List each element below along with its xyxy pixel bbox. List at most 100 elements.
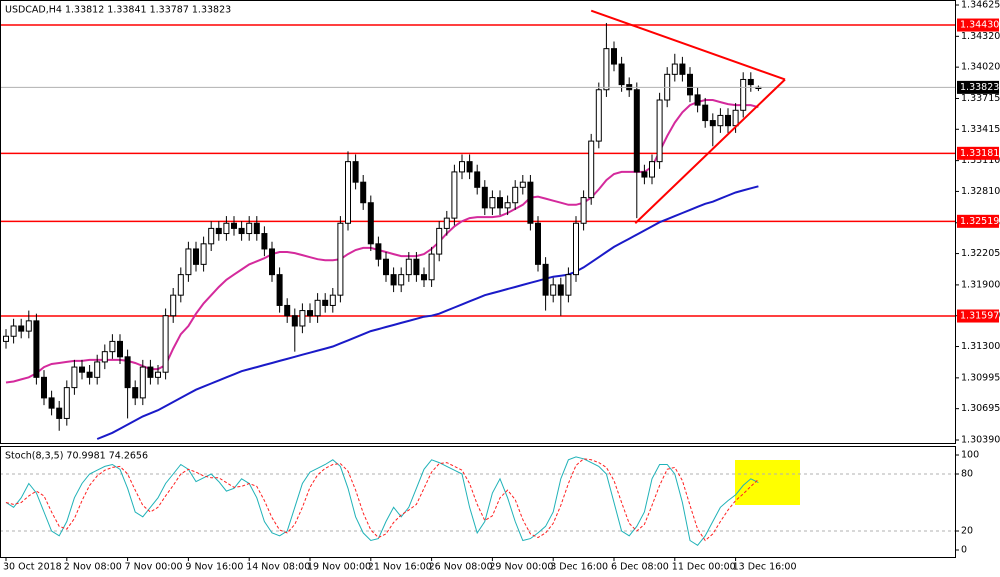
candle-body — [573, 222, 579, 276]
y-tick-label: 1.32205 — [961, 248, 1000, 259]
x-tick-label: 13 Dec 16:00 — [733, 562, 797, 573]
candle-body — [276, 274, 283, 306]
indicator-tick-label: 80 — [961, 469, 973, 480]
candle-body — [132, 387, 139, 399]
candle-body — [322, 299, 329, 306]
candle-body — [238, 227, 245, 235]
x-tick-label: 11 Dec 00:00 — [672, 562, 736, 573]
candle-body — [466, 161, 473, 173]
candle-body — [732, 109, 739, 127]
candle-body — [223, 222, 230, 235]
candle-body — [413, 258, 420, 276]
candle-body — [725, 114, 731, 127]
level-label-bg — [957, 214, 999, 228]
x-tick-label: 19 Nov 00:00 — [307, 562, 371, 573]
candle-body — [618, 63, 625, 86]
candle-body — [10, 325, 17, 337]
stoch-plot — [1, 456, 955, 546]
candle-body — [595, 89, 602, 142]
candle-body — [649, 161, 655, 178]
candle-body — [383, 258, 389, 276]
candle-body — [740, 78, 747, 111]
candle-body — [557, 284, 564, 296]
candle-body — [345, 161, 351, 224]
candle-body — [611, 48, 617, 65]
level-label-bg — [957, 18, 999, 32]
candle-body — [527, 181, 534, 224]
candle-body — [284, 304, 291, 317]
candle-body — [86, 371, 93, 378]
candle-body — [747, 78, 754, 86]
axes: 1.34625 1.34320 1.34020 1.33715 1.33415 1.331… — [3, 0, 1000, 573]
price-plot — [1, 22, 955, 440]
level-label: 1.33181 — [960, 148, 999, 159]
candle-body — [694, 94, 701, 106]
candle-body — [162, 315, 169, 373]
y-tick-label: 1.32810 — [961, 186, 1000, 197]
level-label: 1.34430 — [960, 20, 999, 31]
candle-body — [421, 274, 427, 281]
candle-body — [443, 217, 450, 229]
candle-body — [253, 222, 260, 235]
y-tick-label: 1.34625 — [961, 0, 1000, 11]
candle-body — [63, 387, 70, 419]
candle-body — [71, 366, 78, 389]
y-tick-label: 1.31300 — [961, 341, 1000, 352]
candle-body — [360, 181, 367, 204]
candle-body — [367, 202, 374, 245]
candle-body — [375, 243, 382, 260]
indicator-tick-label: 0 — [961, 545, 967, 556]
trendline — [634, 78, 786, 224]
candle-body — [679, 63, 686, 75]
candle-body — [717, 114, 724, 127]
candle-body — [337, 222, 344, 296]
candle-body — [215, 227, 222, 235]
indicator-title: Stoch(8,3,5) 70.9981 74.2656 — [5, 451, 148, 462]
current-price-label: 1.33823 — [960, 82, 999, 93]
candle-body — [117, 340, 123, 358]
x-tick-label: 21 Nov 16:00 — [368, 562, 432, 573]
x-tick-label: 3 Dec 16:00 — [550, 562, 608, 573]
x-tick-label: 2 Nov 08:00 — [64, 562, 122, 573]
candle-body — [261, 233, 268, 250]
x-tick-label: 26 Nov 08:00 — [429, 562, 493, 573]
x-tick-label: 9 Nov 16:00 — [185, 562, 243, 573]
y-tick-label: 1.34020 — [961, 62, 1000, 73]
candle-body — [41, 376, 47, 399]
candle-body — [101, 351, 108, 363]
candle-body — [451, 171, 458, 219]
candle-body — [79, 366, 85, 373]
indicator-tick-label: 20 — [961, 526, 973, 537]
indicator-panel — [0, 446, 956, 558]
candle-body — [481, 186, 488, 209]
candle-body — [565, 274, 572, 296]
level-label-bg — [957, 146, 999, 160]
candle-body — [428, 253, 435, 281]
candle-body — [474, 171, 481, 188]
candle-body — [535, 222, 541, 265]
candle-body — [550, 284, 557, 296]
candle-body — [33, 320, 40, 378]
moving-average — [5, 99, 759, 384]
y-tick-label: 1.30995 — [961, 372, 1000, 383]
candle-body — [398, 274, 405, 286]
candle-body — [633, 89, 640, 173]
current-price-bg — [957, 80, 999, 94]
candle-body — [18, 325, 25, 332]
x-tick-label: 30 Oct 2018 — [3, 562, 62, 573]
candle-body — [504, 202, 511, 209]
candle-body — [25, 320, 32, 332]
candle-body — [208, 227, 215, 245]
candle-body — [139, 366, 146, 399]
y-tick-label: 1.30695 — [961, 403, 1000, 414]
candle-body — [269, 248, 275, 276]
candle-body — [185, 248, 192, 276]
y-tick-label: 1.33415 — [961, 124, 1000, 135]
candle-body — [314, 299, 321, 317]
candle-body — [307, 310, 313, 317]
candle-body — [671, 63, 678, 75]
candle-body — [603, 48, 610, 91]
candle-body — [56, 407, 63, 419]
x-tick-label: 6 Dec 08:00 — [611, 562, 669, 573]
